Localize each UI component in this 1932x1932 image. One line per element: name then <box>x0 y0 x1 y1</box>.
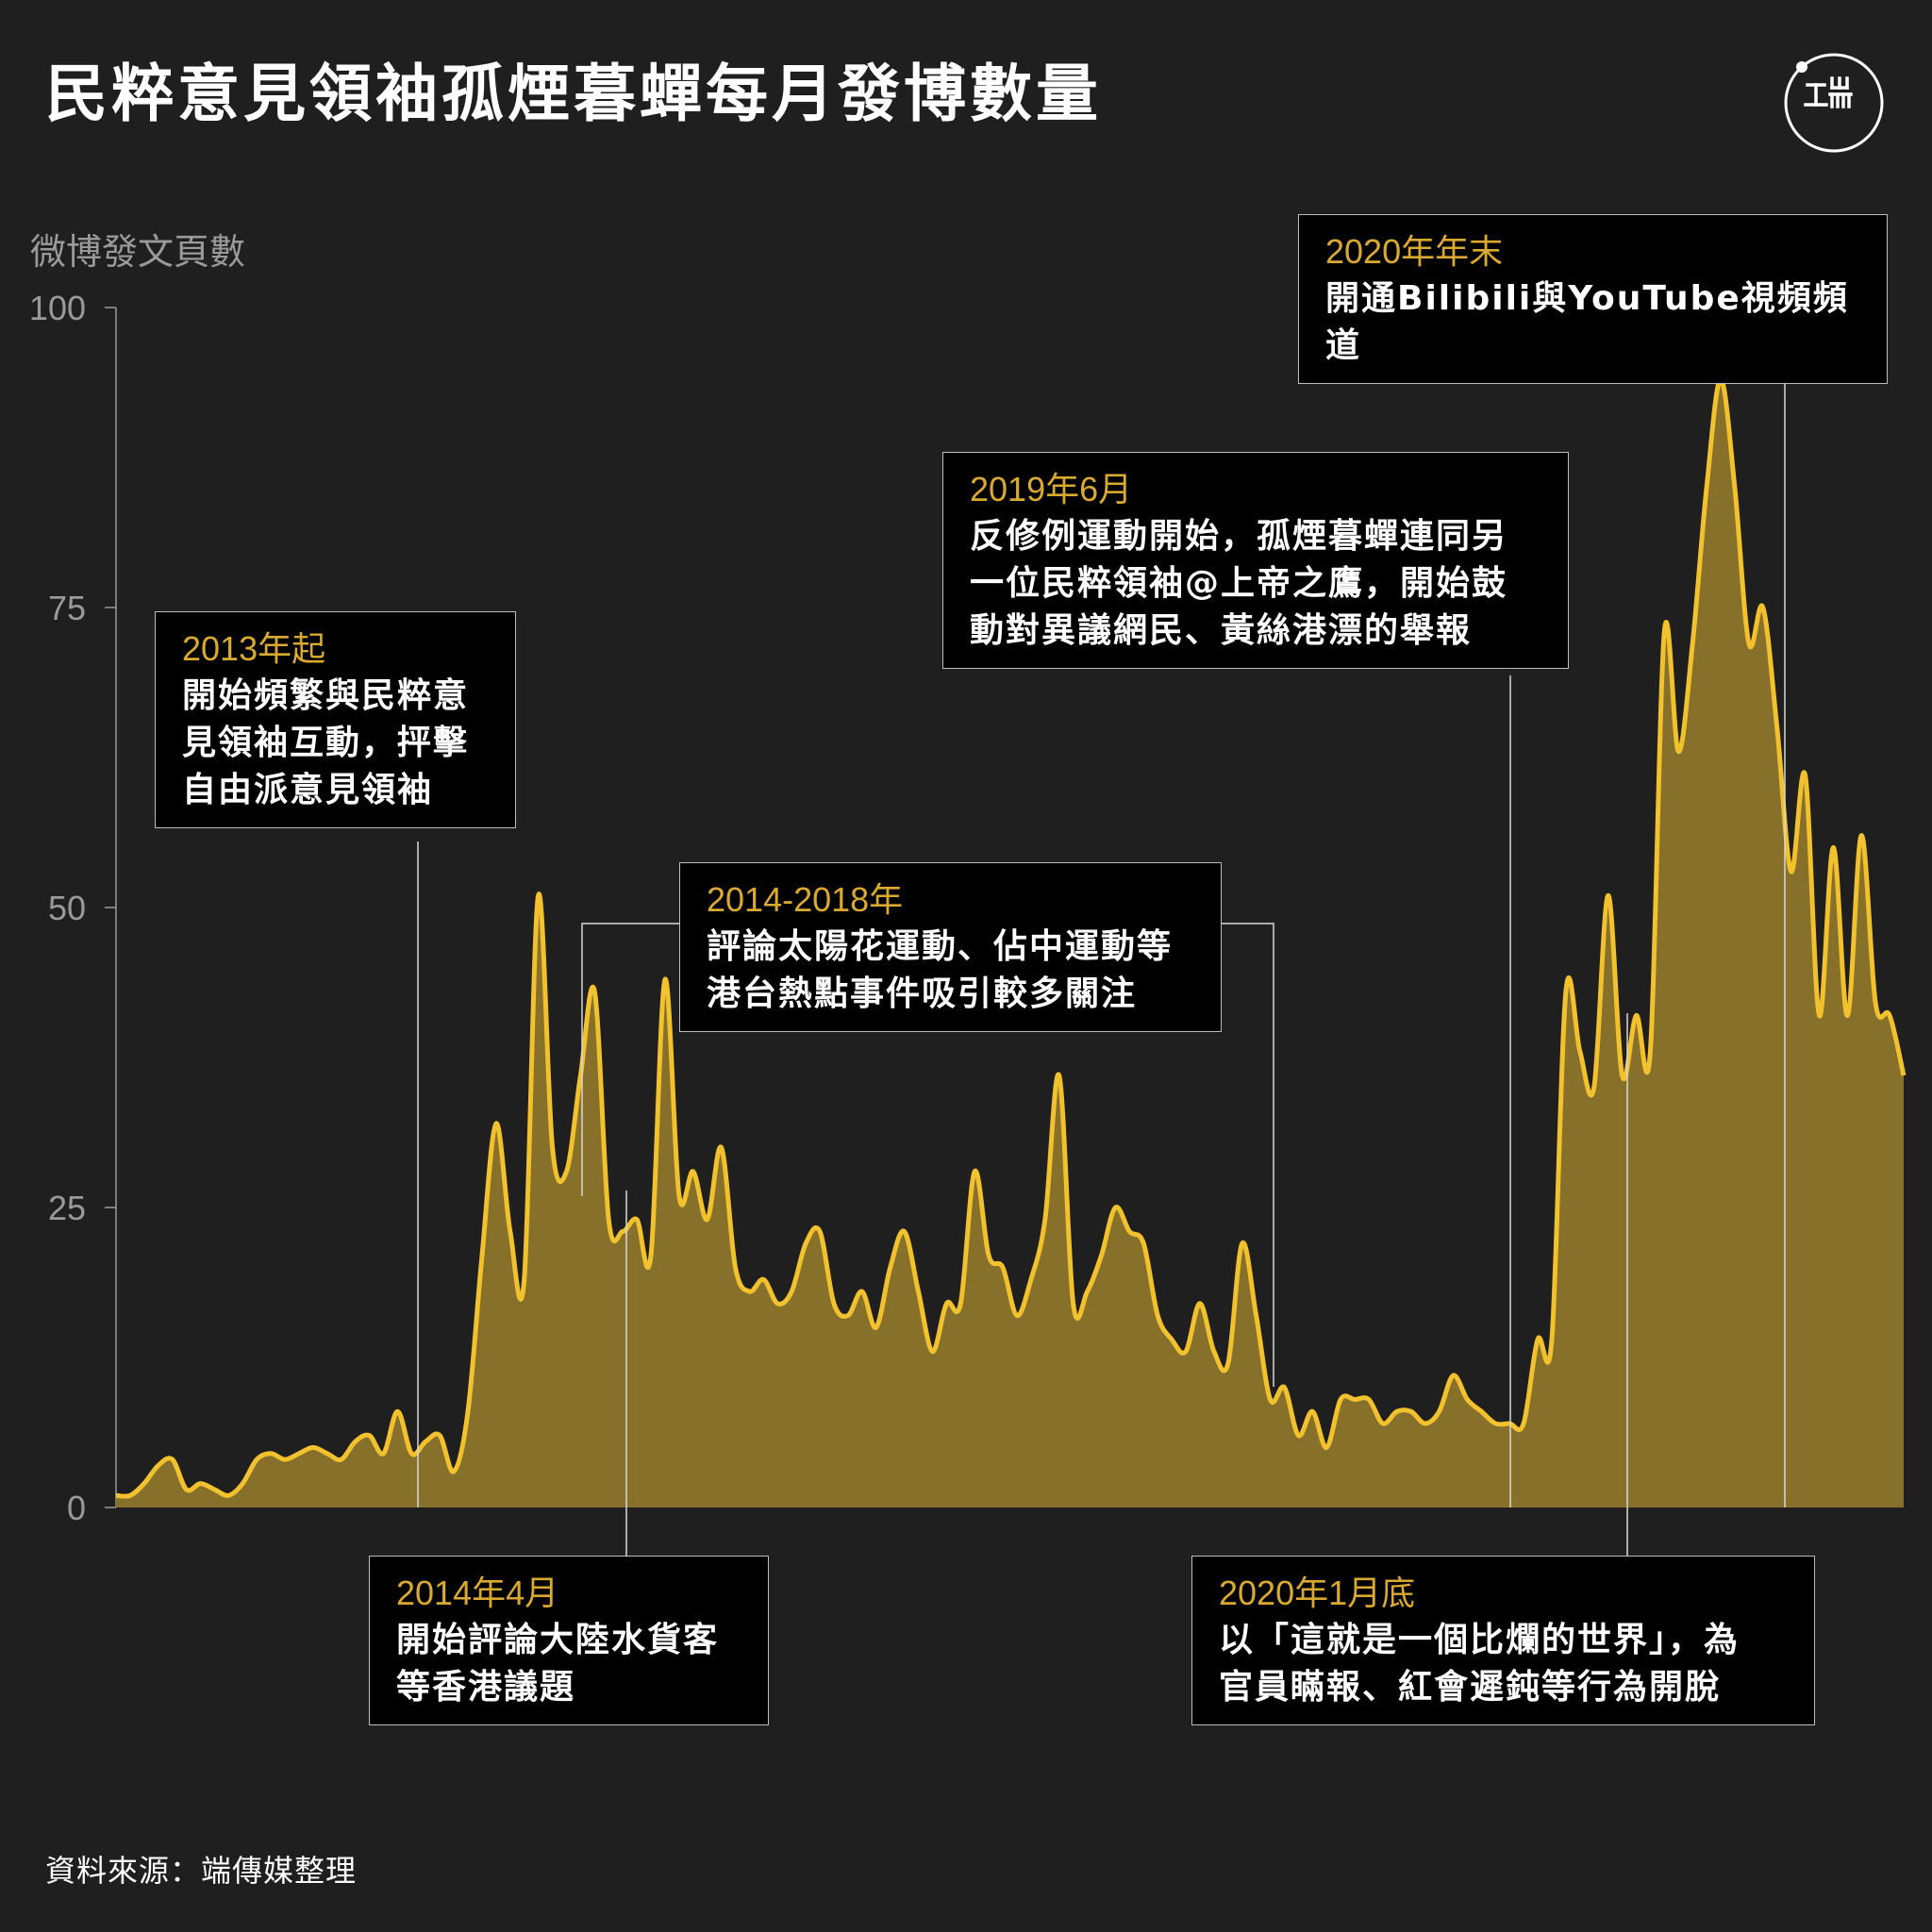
annotation-text: 開通Bilibili與YouTube視頻頻道 <box>1325 279 1849 365</box>
annotation-2014-4: 2014年4月 開始評論大陸水貨客 等香港議題 <box>369 1556 769 1725</box>
annotation-date: 2014-2018年 <box>707 880 904 919</box>
area-fill <box>116 379 1904 1507</box>
annotation-text: 反修例運動開始，孤煙暮蟬連同另 一位民粹領袖@上帝之鷹，開始鼓 動對異議網民、黃… <box>970 517 1508 650</box>
chart-title: 民粹意見領袖孤煙暮蟬每月發博數量 <box>45 58 1102 130</box>
y-tick-label: 50 <box>48 889 86 927</box>
annotation-2019-6: 2019年6月 反修例運動開始，孤煙暮蟬連同另 一位民粹領袖@上帝之鷹，開始鼓 … <box>942 452 1569 669</box>
annotation-connector <box>581 923 679 1196</box>
annotation-text: 開始評論大陸水貨客 等香港議題 <box>396 1621 720 1707</box>
annotation-date: 2014年4月 <box>396 1574 559 1612</box>
annotation-2013: 2013年起 開始頻繁與民粹意 見領袖互動，抨擊 自由派意見領袖 <box>155 611 516 828</box>
annotation-text: 以「這就是一個比爛的世界」，為 官員瞞報、紅會遲鈍等行為開脫 <box>1219 1621 1740 1707</box>
annotation-date: 2013年起 <box>182 629 326 668</box>
y-axis-label: 微博發文頁數 <box>30 233 245 273</box>
annotation-text: 評論太陽花運動、佔中運動等 港台熱點事件吸引較多關注 <box>707 927 1174 1013</box>
annotation-date: 2019年6月 <box>970 470 1133 508</box>
annotation-connector <box>1222 923 1274 1387</box>
annotation-2020-1: 2020年1月底 以「這就是一個比爛的世界」，為 官員瞞報、紅會遲鈍等行為開脫 <box>1191 1556 1815 1725</box>
y-tick-label: 25 <box>48 1189 86 1227</box>
annotation-date: 2020年年末 <box>1325 232 1504 271</box>
y-tick-label: 0 <box>67 1489 86 1527</box>
series-line <box>115 376 1907 1499</box>
annotation-text: 開始頻繁與民粹意 見領袖互動，抨擊 自由派意見領袖 <box>182 676 470 809</box>
initium-logo-icon <box>1784 53 1884 153</box>
annotation-2014-2018: 2014-2018年 評論太陽花運動、佔中運動等 港台熱點事件吸引較多關注 <box>679 862 1222 1032</box>
y-tick-label: 100 <box>29 289 86 327</box>
y-tick-label: 75 <box>48 589 86 627</box>
annotation-2020-end: 2020年年末 開通Bilibili與YouTube視頻頻道 <box>1298 214 1888 384</box>
source-note: 資料來源：端傳媒整理 <box>45 1853 358 1889</box>
annotation-date: 2020年1月底 <box>1219 1574 1416 1612</box>
